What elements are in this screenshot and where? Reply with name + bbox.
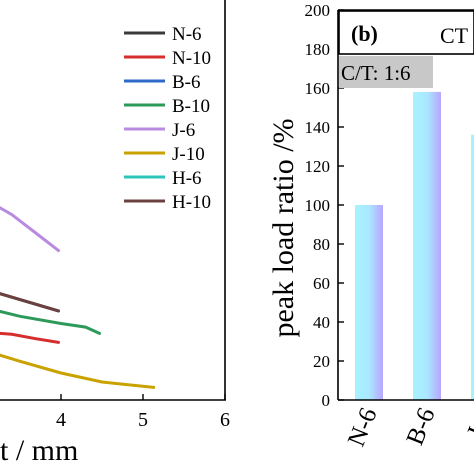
x-tick-label-4: 4 (56, 409, 66, 431)
bar-b-6 (413, 91, 441, 401)
category-label-b-6: B-6 (401, 404, 440, 449)
legend-label-b-6: B-6 (172, 72, 201, 93)
line-chart-panel: 4 5 6 t / mm N-6 N-10 B-6 B-10 J-6 J-10 H-6 H-10 (0, 0, 230, 467)
x-tick-label-6: 6 (220, 409, 230, 431)
panel-label: (b) (351, 21, 378, 46)
legend-label-n-6: N-6 (172, 24, 202, 45)
category-label-j-6: J-6 (462, 404, 474, 442)
y-axis-label: peak load ratio /% (267, 118, 300, 337)
category-label-group: N-6 B-6 J-6 (343, 404, 474, 450)
ratio-badge (339, 56, 433, 88)
y-tick-label-60: 60 (313, 274, 330, 293)
y-tick-label-140: 140 (305, 118, 331, 137)
y-tick-label-0: 0 (322, 391, 331, 410)
series-line-j-10 (0, 353, 156, 389)
category-label-n-6: N-6 (343, 404, 383, 450)
y-tick-label-20: 20 (313, 352, 330, 371)
y-tick-label-80: 80 (313, 235, 330, 254)
ratio-badge-label: C/T: 1:6 (341, 61, 411, 85)
x-tick-group: 4 5 6 (56, 394, 230, 431)
series-line-h-10 (0, 292, 60, 313)
y-tick-label-120: 120 (305, 157, 331, 176)
y-tick-label-100: 100 (305, 196, 331, 215)
legend-label-h-6: H-6 (172, 168, 202, 189)
bar-chart-panel: peak load ratio /% 0 20 40 60 80 100 120 140 160… (267, 1, 474, 450)
y-tick-label-160: 160 (305, 79, 331, 98)
legend-label-b-10: B-10 (172, 96, 210, 117)
legend-label-n-10: N-10 (172, 48, 211, 69)
x-tick-label-5: 5 (138, 409, 148, 431)
header-annotation: CT (440, 23, 469, 48)
legend-label-j-6: J-6 (172, 120, 195, 141)
y-tick-label-40: 40 (313, 313, 330, 332)
y-tick-group: 0 20 40 60 80 100 120 140 160 180 200 (305, 1, 344, 410)
series-line-n-10 (0, 331, 60, 344)
legend-label-j-10: J-10 (172, 144, 205, 165)
x-axis-label: t / mm (0, 434, 78, 467)
series-line-b-10 (0, 309, 101, 335)
bar-n-6 (355, 205, 383, 400)
y-tick-label-180: 180 (305, 40, 331, 59)
header-box (338, 10, 474, 55)
legend: N-6 N-10 B-6 B-10 J-6 J-10 H-6 H-10 (124, 24, 211, 213)
bar-j-6 (471, 134, 474, 401)
legend-label-h-10: H-10 (172, 192, 211, 213)
y-tick-label-200: 200 (305, 1, 331, 20)
series-line-j-6 (0, 206, 60, 253)
